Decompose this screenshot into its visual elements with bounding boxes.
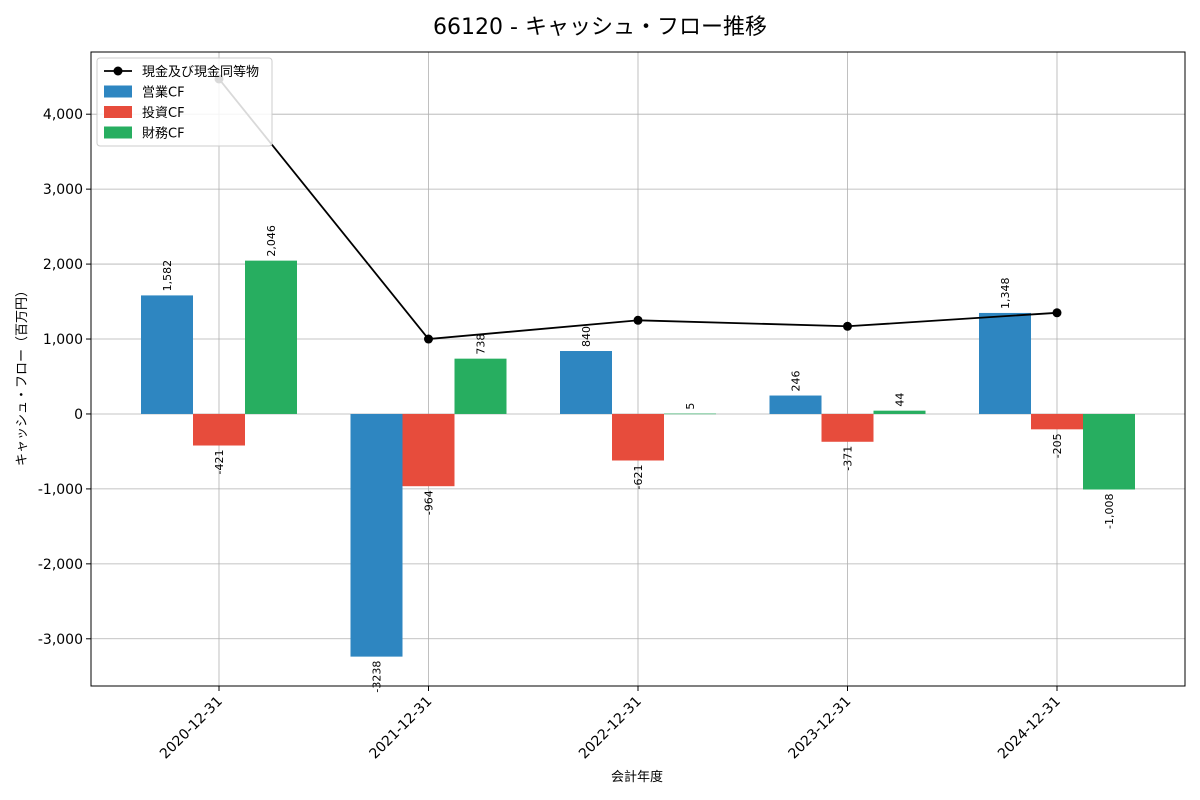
chart-title: 66120 - キャッシュ・フロー推移 (433, 15, 767, 40)
y-tick-label: -3,000 (38, 632, 83, 648)
data-label: 5 (684, 403, 697, 410)
x-axis-label: 会計年度 (611, 769, 663, 785)
legend-swatch (104, 85, 132, 98)
legend-label: 営業CF (142, 85, 185, 101)
data-label: 2,046 (265, 225, 278, 257)
cash-line-point (633, 315, 643, 325)
cash-line-point (843, 321, 852, 331)
x-tick-label: 2022-12-31 (576, 694, 645, 763)
y-axis-ticks: -3,000 -2,000 -1,000 0 1,000 2,000 3,000 4,000 (38, 107, 91, 648)
data-label: -621 (632, 465, 645, 490)
y-tick-label: -2,000 (38, 557, 83, 573)
x-tick-label: 2020-12-31 (157, 694, 226, 763)
bar (454, 358, 507, 414)
y-tick-label: 2,000 (43, 257, 83, 273)
data-label: 44 (894, 393, 907, 407)
x-axis-ticks: 2020-12-31 2021-12-31 2022-12-31 2023-12-31… (157, 686, 1064, 762)
bar (402, 413, 455, 487)
legend-label: 現金及び現金同等物 (142, 64, 259, 80)
x-tick-label: 2023-12-31 (785, 694, 854, 763)
bar (141, 295, 193, 414)
data-label: 840 (580, 326, 593, 347)
y-axis-label: キャッシュ・フロー（百万円） (15, 284, 30, 466)
legend-label: 財務CF (142, 127, 185, 142)
y-tick-label: 1,000 (43, 332, 83, 348)
bar (245, 260, 297, 414)
bar (769, 395, 822, 414)
y-tick-label: 0 (74, 407, 83, 423)
bar (1031, 413, 1083, 430)
bars (141, 260, 1135, 657)
data-label: -3238 (371, 661, 384, 693)
data-label: 738 (475, 334, 488, 355)
data-label: -371 (842, 446, 855, 471)
legend-swatch (104, 126, 132, 139)
x-tick-label: 2021-12-31 (366, 694, 435, 763)
legend-marker (113, 66, 123, 76)
data-label: -964 (423, 490, 436, 515)
bar (560, 351, 612, 414)
legend-label: 投資CF (142, 105, 185, 121)
x-tick-label: 2024-12-31 (995, 694, 1064, 763)
bar (612, 413, 664, 461)
y-tick-label: 3,000 (43, 182, 83, 198)
bar (873, 410, 926, 414)
data-label: 1,582 (161, 260, 174, 292)
data-label: -205 (1051, 433, 1064, 458)
data-labels: 1,582 -3238 840 246 1,348 -421 -964 -621 -371 -20… (161, 225, 1116, 692)
bar (193, 413, 245, 446)
data-label: 246 (790, 371, 803, 392)
bar (821, 413, 874, 442)
cash-line-point (1052, 308, 1062, 318)
data-label: 1,348 (999, 277, 1012, 309)
bar (350, 413, 403, 657)
bar (979, 312, 1031, 414)
cash-line-point (424, 334, 433, 344)
bar (1083, 413, 1135, 490)
data-label: -1,008 (1103, 494, 1116, 529)
y-tick-label: -1,000 (38, 482, 83, 498)
legend-box (96, 57, 273, 147)
y-tick-label: 4,000 (43, 107, 83, 123)
data-label: -421 (213, 450, 226, 475)
bar (664, 413, 716, 415)
legend-swatch (104, 106, 132, 118)
